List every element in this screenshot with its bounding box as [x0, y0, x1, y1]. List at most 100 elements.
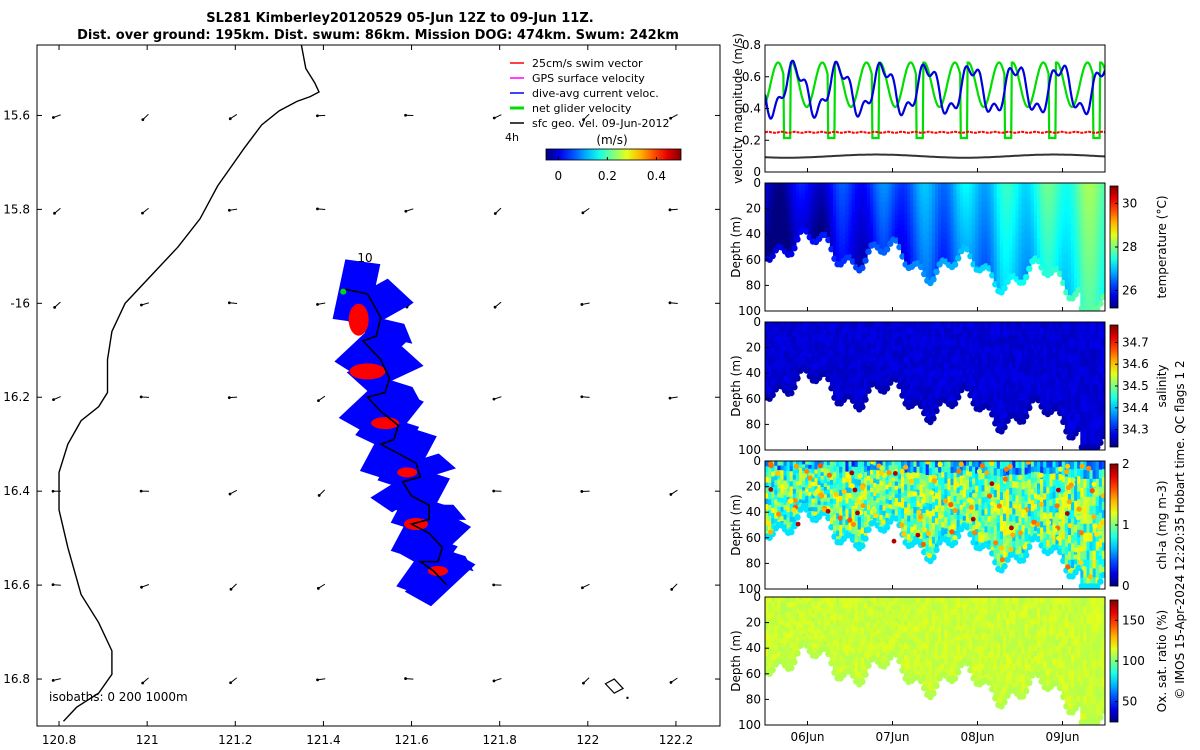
temperature-cell	[1067, 281, 1072, 291]
salinity-cell	[1018, 386, 1023, 394]
salinity-cell	[904, 351, 908, 358]
temperature-cell	[956, 220, 961, 227]
temperature-cell	[836, 194, 840, 202]
chla-cell	[975, 516, 979, 524]
salinity-cell	[1077, 390, 1081, 400]
chla-cell	[941, 522, 945, 529]
temperature-cell	[829, 201, 834, 208]
temperature-cell	[894, 220, 899, 225]
temperature-cell	[1074, 214, 1078, 224]
salinity-cell	[1018, 400, 1023, 409]
temperature-cell	[786, 183, 791, 189]
temperature-cell	[897, 183, 902, 189]
salinity-cell	[768, 349, 772, 356]
temperature-cell	[808, 198, 812, 204]
temperature-cell	[916, 217, 921, 224]
temperature-cell	[836, 223, 840, 231]
temperature-cell	[1024, 223, 1029, 231]
salinity-cell	[990, 374, 995, 383]
temperature-cell	[879, 227, 884, 233]
temperature-cell	[867, 236, 871, 243]
temperature-cell	[894, 203, 899, 209]
salinity-cell	[1003, 329, 1007, 338]
salinity-cell	[1058, 400, 1063, 408]
salinity-cell	[1009, 348, 1013, 357]
chla-cell	[984, 472, 989, 480]
chla-cell	[931, 536, 936, 545]
temperature-cell	[978, 257, 982, 265]
chla-cell	[907, 491, 911, 499]
salinity-cell	[1024, 322, 1029, 330]
temperature-cell	[1006, 218, 1010, 226]
salinity-cell	[826, 322, 831, 327]
temperature-cell	[873, 200, 877, 206]
chla-cell	[805, 478, 809, 483]
temperature-cell	[944, 227, 948, 235]
salinity-cell	[768, 333, 772, 340]
temperature-cell	[833, 193, 837, 200]
salinity-cell	[851, 322, 856, 329]
salinity-cell	[901, 385, 905, 391]
temperature-cell	[879, 212, 884, 219]
salinity-cell	[885, 364, 890, 371]
temperature-cell	[978, 201, 982, 209]
chla-cell	[873, 461, 877, 467]
salinity-cell	[975, 371, 979, 379]
temperature-cell	[820, 212, 825, 218]
salinity-cell	[910, 375, 914, 383]
salinity-cell	[913, 385, 918, 393]
chla-cell	[842, 472, 846, 479]
chla-cell	[965, 513, 970, 519]
chla-cell	[786, 512, 791, 519]
temperature-cell	[987, 213, 992, 221]
salinity-cell	[935, 360, 939, 368]
salinity-cell	[817, 322, 822, 327]
chla-cell	[833, 515, 837, 522]
salinity-cell	[984, 369, 989, 377]
temperature-cell	[774, 197, 778, 203]
temperature-cell	[919, 195, 924, 202]
temperature-cell	[836, 235, 840, 242]
salinity-cell	[956, 327, 961, 334]
chla-cell	[897, 497, 902, 503]
temperature-cell	[811, 208, 816, 214]
chla-cell	[777, 474, 782, 481]
chla-cell	[802, 497, 806, 502]
salinity-cell	[808, 345, 812, 350]
temperature-cell	[845, 241, 850, 248]
temperature-cell	[1098, 208, 1103, 219]
chla-cell	[885, 498, 890, 505]
salinity-cell	[777, 344, 782, 351]
chla-cell	[897, 511, 902, 517]
temperature-cell	[786, 188, 791, 194]
temperature-cell	[1024, 250, 1029, 258]
salinity-cell	[987, 322, 992, 329]
salinity-cell	[829, 340, 834, 347]
chla-cell	[876, 516, 880, 522]
temperature-cell	[777, 214, 782, 221]
chla-cell	[863, 521, 868, 529]
temperature-cell	[1037, 244, 1041, 251]
salinity-cell	[873, 352, 877, 358]
chla-cell	[851, 517, 856, 524]
chla-cell	[882, 505, 887, 512]
temperature-cell	[925, 224, 930, 233]
salinity-cell	[765, 375, 769, 382]
salinity-cell	[765, 348, 769, 356]
salinity-cell	[990, 348, 995, 356]
salinity-cell	[836, 345, 840, 352]
chla-cell	[931, 523, 936, 531]
temperature-cell	[950, 237, 955, 244]
temperature-cell	[1098, 277, 1103, 288]
chla-cell	[938, 501, 942, 509]
temperature-cell	[1071, 248, 1075, 258]
salinity-cell	[965, 345, 970, 352]
temperature-cell	[1092, 263, 1097, 274]
salinity-cell	[1071, 420, 1075, 430]
chla-cell	[941, 510, 945, 518]
chla-cell	[944, 494, 948, 502]
temperature-cell	[845, 246, 850, 253]
geo-vector-head	[581, 211, 585, 215]
temperature-cell	[996, 267, 1001, 277]
chla-cell	[1040, 467, 1044, 474]
